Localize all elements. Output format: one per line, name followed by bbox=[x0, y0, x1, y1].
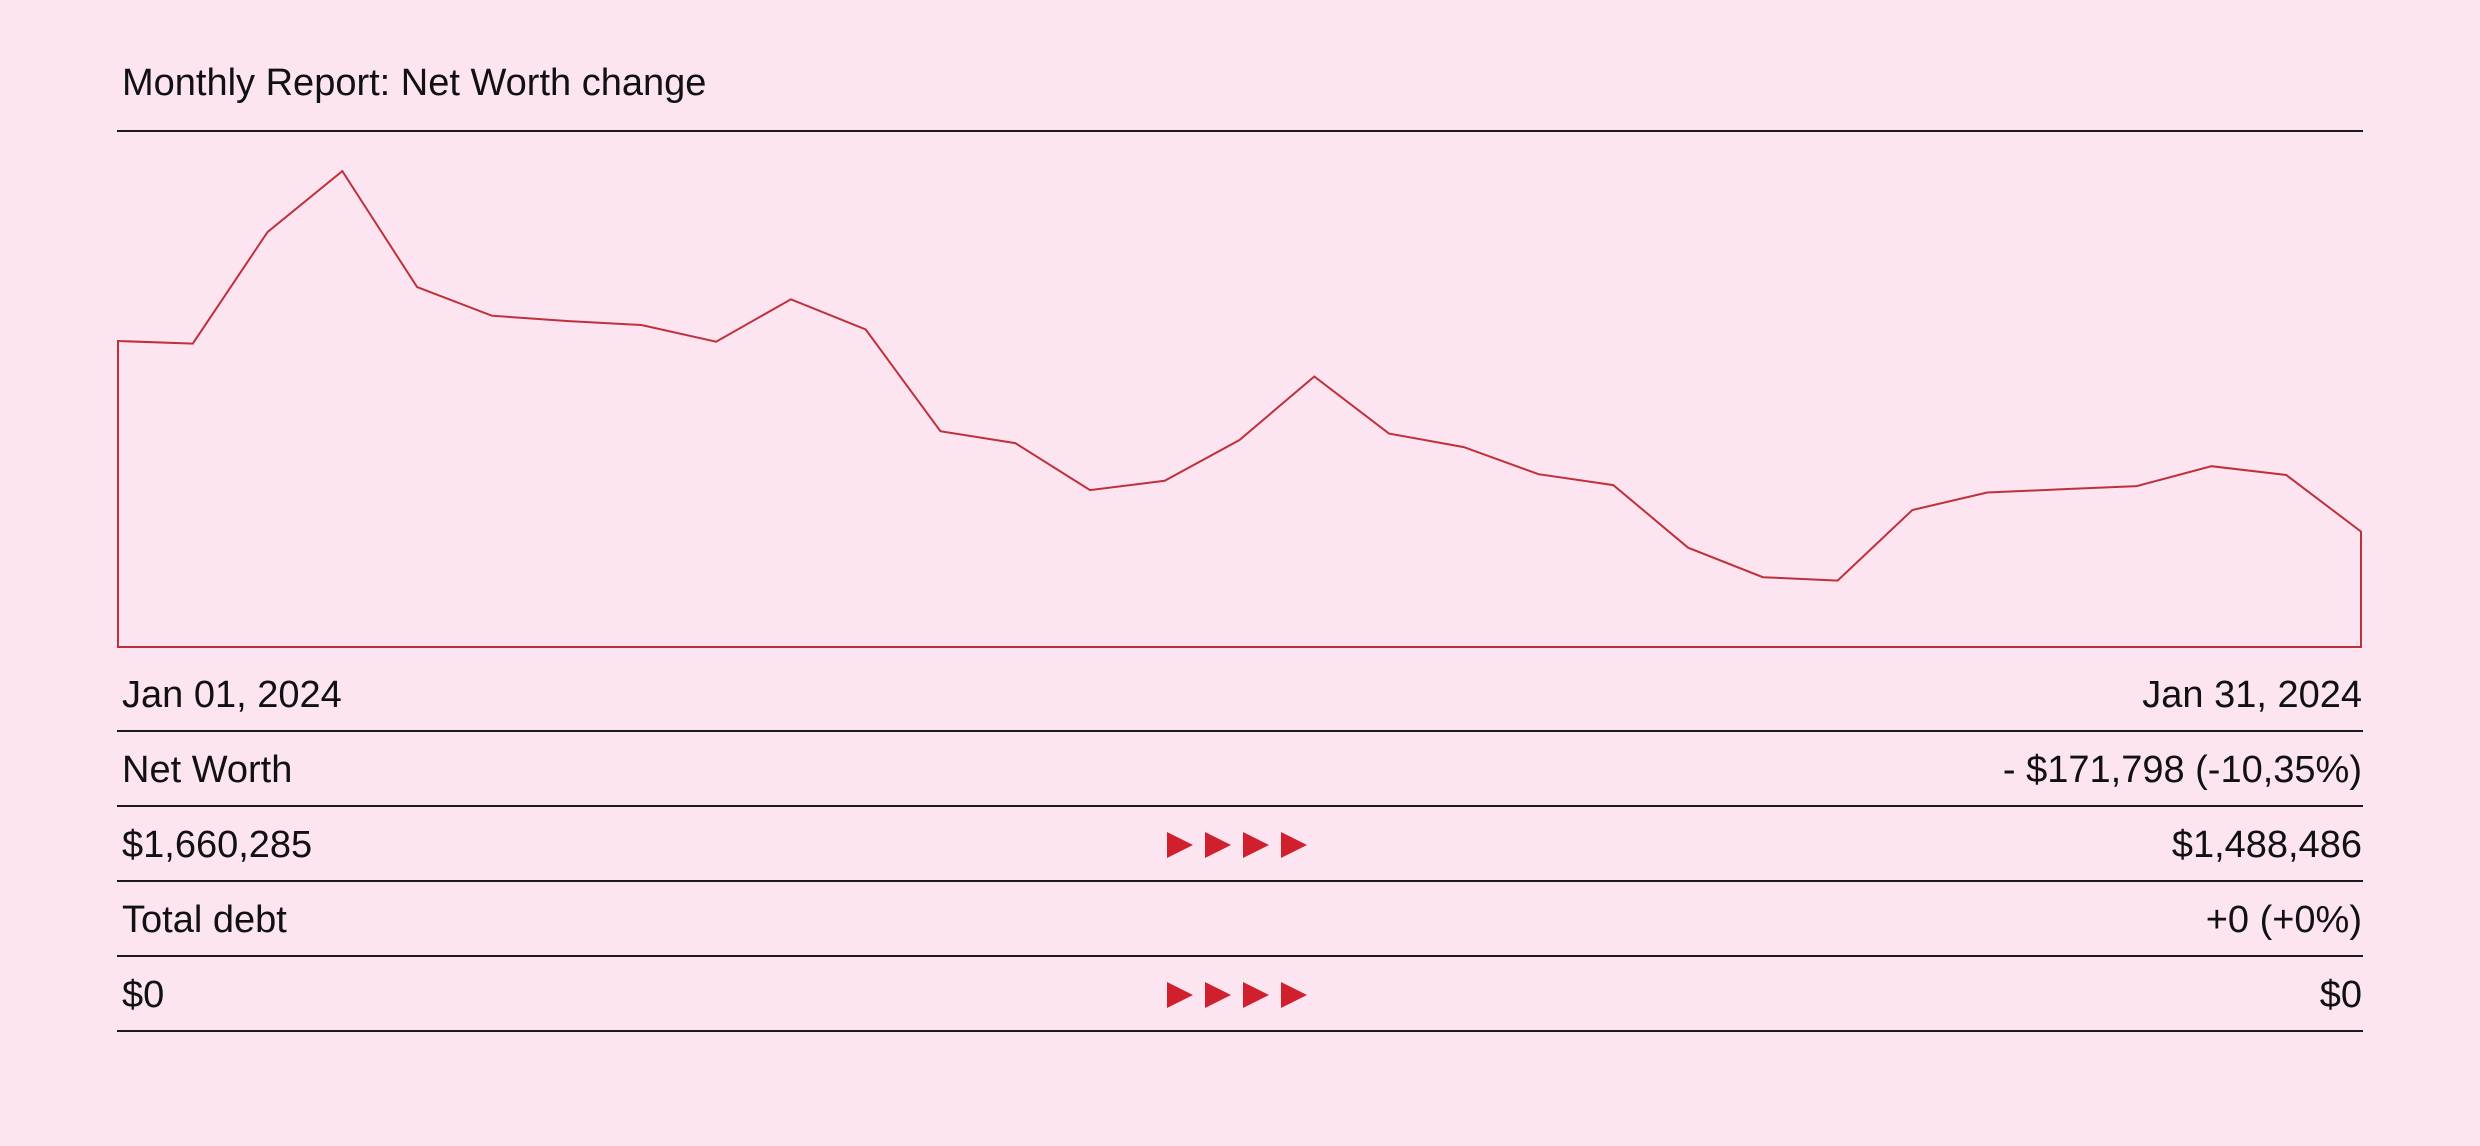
play-arrow-icon bbox=[1281, 982, 1307, 1008]
total-debt-change: +0 (+0%) bbox=[2205, 899, 2362, 941]
divider bbox=[117, 955, 2363, 957]
total-debt-end-value: $0 bbox=[2319, 974, 2362, 1016]
net-worth-series-line bbox=[117, 169, 2362, 648]
total-debt-label: Total debt bbox=[122, 899, 287, 941]
play-arrow-icon bbox=[1167, 832, 1193, 858]
play-arrow-icon bbox=[1205, 982, 1231, 1008]
net-worth-start-value: $1,660,285 bbox=[122, 824, 313, 866]
report-title: Monthly Report: Net Worth change bbox=[122, 62, 707, 104]
net-worth-end-value: $1,488,486 bbox=[2171, 824, 2362, 866]
divider bbox=[117, 730, 2363, 732]
transition-arrows bbox=[1167, 982, 1307, 1008]
divider bbox=[117, 1030, 2363, 1032]
divider bbox=[117, 805, 2363, 807]
end-date: Jan 31, 2024 bbox=[2142, 674, 2362, 716]
play-arrow-icon bbox=[1243, 982, 1269, 1008]
net-worth-change: - $171,798 (-10,35%) bbox=[2002, 749, 2362, 791]
start-date: Jan 01, 2024 bbox=[122, 674, 342, 716]
play-arrow-icon bbox=[1243, 832, 1269, 858]
divider bbox=[117, 880, 2363, 882]
play-arrow-icon bbox=[1167, 982, 1193, 1008]
net-worth-chart bbox=[117, 169, 2362, 648]
total-debt-start-value: $0 bbox=[122, 974, 165, 1016]
net-worth-label: Net Worth bbox=[122, 749, 293, 791]
title-divider bbox=[117, 130, 2363, 132]
play-arrow-icon bbox=[1281, 832, 1307, 858]
transition-arrows bbox=[1167, 832, 1307, 858]
play-arrow-icon bbox=[1205, 832, 1231, 858]
